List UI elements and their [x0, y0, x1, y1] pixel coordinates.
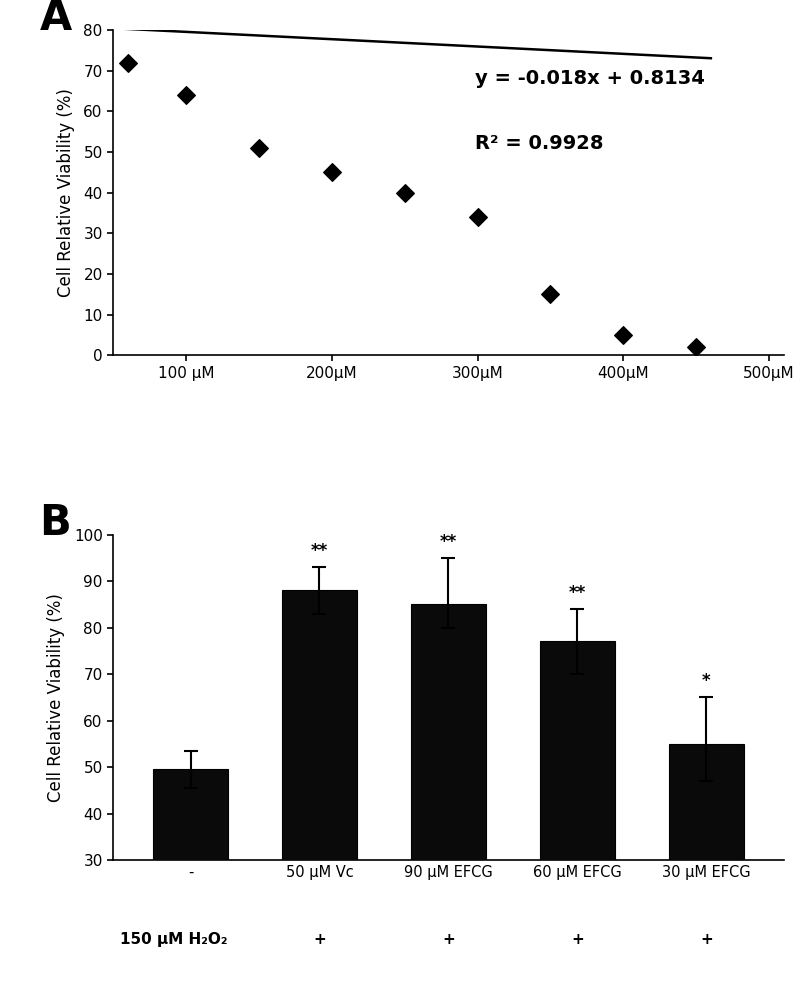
Text: +: + — [442, 932, 455, 947]
Text: A: A — [40, 0, 72, 39]
Bar — [669, 744, 744, 860]
Bar — [540, 641, 615, 860]
Text: **: ** — [311, 542, 328, 560]
Y-axis label: Cell Relative Viability (%): Cell Relative Viability (%) — [48, 593, 65, 802]
Point — [398, 185, 411, 201]
Point — [252, 140, 265, 156]
Text: +: + — [700, 932, 713, 947]
Text: +: + — [571, 932, 584, 947]
Bar — [153, 769, 228, 860]
Point — [690, 339, 703, 355]
Text: R² = 0.9928: R² = 0.9928 — [475, 134, 604, 153]
Text: B: B — [40, 502, 71, 544]
Point — [617, 327, 630, 343]
Bar — [411, 604, 486, 860]
Text: 150 μM H₂O₂: 150 μM H₂O₂ — [120, 932, 227, 947]
Point — [179, 87, 192, 103]
Point — [121, 55, 134, 71]
Point — [326, 164, 339, 180]
Text: **: ** — [440, 533, 457, 551]
Text: *: * — [702, 672, 711, 690]
Text: **: ** — [569, 584, 586, 602]
Text: +: + — [313, 932, 326, 947]
Bar — [282, 590, 357, 860]
Text: y = -0.018x + 0.8134: y = -0.018x + 0.8134 — [475, 69, 705, 88]
Point — [544, 286, 557, 302]
Point — [471, 209, 484, 225]
Y-axis label: Cell Relative Viability (%): Cell Relative Viability (%) — [57, 88, 75, 297]
